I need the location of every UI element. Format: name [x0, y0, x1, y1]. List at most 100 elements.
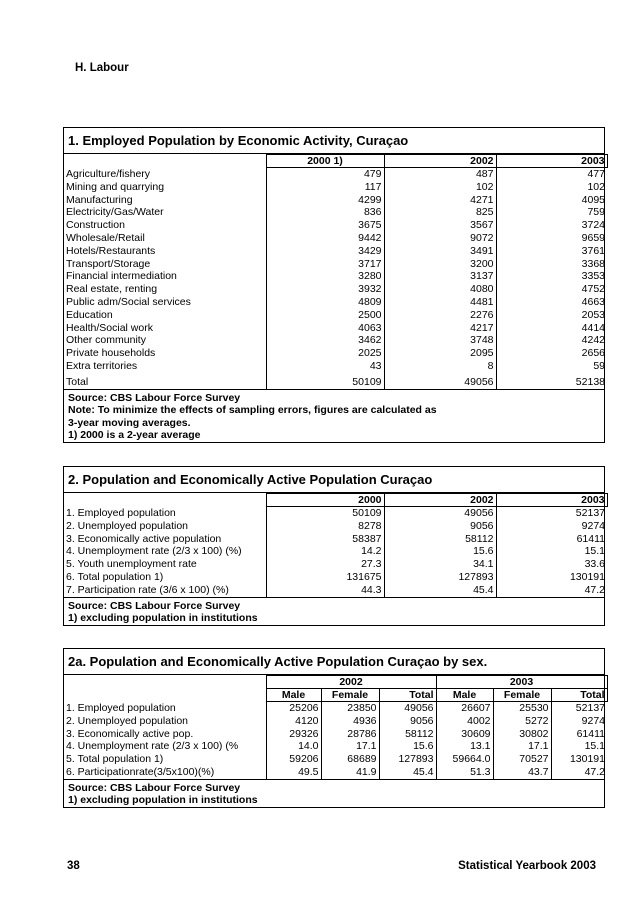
table-body: Agriculture/fishery 479 487 477 Mining and q…: [64, 167, 607, 389]
table-row: Private households 2025 2095 2656: [64, 347, 607, 360]
table-row: 6. Participationrate(3/5x100)(%) 49.5 41.9…: [64, 765, 607, 779]
row-label: Private households: [66, 347, 156, 360]
row-label: Other community: [66, 334, 146, 347]
cell: 5272: [492, 714, 551, 728]
cell: 3137: [383, 270, 496, 284]
cell: 131675: [265, 570, 384, 584]
table-row: Agriculture/fishery 479 487 477: [64, 167, 607, 181]
cell: 52138: [495, 372, 607, 389]
column-header: Total: [550, 688, 608, 702]
cell: 15.6: [383, 545, 496, 559]
cell: 4414: [495, 321, 607, 335]
cell: 4299: [265, 193, 384, 207]
row-label: Agriculture/fishery: [66, 167, 151, 180]
cell: 4809: [265, 295, 384, 309]
cell: 127893: [378, 753, 436, 766]
cell: 26607: [435, 701, 493, 715]
note: Source: CBS Labour Force Survey: [68, 599, 241, 612]
cell: 9072: [383, 231, 496, 245]
table-row: Hotels/Restaurants 3429 3491 3761: [64, 244, 607, 258]
table-row: 3. Economically active pop. 29326 28786 581…: [64, 727, 607, 741]
cell: 41.9: [320, 765, 379, 779]
page-number: 38: [67, 860, 80, 872]
cell: 4095: [495, 193, 607, 207]
table-row: 2. Unemployed population 8278 9056 9274: [64, 519, 607, 533]
table-row: 4. Unemployment rate (2/3 x 100) (%) 14.2…: [64, 545, 607, 559]
note: 3-year moving averages.: [68, 416, 191, 429]
cell: 45.4: [383, 583, 496, 597]
row-label: 4. Unemployment rate (2/3 x 100) (%: [66, 740, 239, 753]
table-row: Public adm/Social services 4809 4481 4663: [64, 295, 607, 309]
header-blank: [64, 676, 266, 689]
cell: 487: [383, 167, 496, 181]
subheader-row: Male Female Total Male Female Total: [64, 688, 608, 702]
cell: 59206: [265, 753, 321, 766]
group-header: 2003: [435, 675, 608, 689]
cell: 58112: [383, 532, 496, 546]
table-box: 1. Employed Population by Economic Activ…: [63, 127, 608, 443]
cell: 8278: [265, 519, 384, 533]
table-body: 1. Employed population 50109 49056 52137 2. …: [64, 506, 607, 597]
column-header: Female: [492, 688, 552, 702]
cell: 49056: [378, 701, 436, 715]
cell: 9274: [550, 714, 607, 728]
data-table: 2002 2003 Male Female Total Male Female Total 1.…: [64, 675, 608, 779]
cell: 4481: [383, 295, 496, 309]
cell: 3368: [495, 257, 607, 271]
table-row: 3. Economically active population 58387 58…: [64, 532, 607, 546]
cell: 9274: [495, 519, 607, 533]
table-row: 1. Employed population 50109 49056 52137: [64, 506, 607, 520]
row-label: 2. Unemployed population: [66, 714, 189, 727]
cell: 49056: [383, 506, 496, 520]
cell: 15.1: [550, 740, 607, 754]
cell: 4936: [320, 714, 379, 728]
cell: 43: [265, 359, 384, 373]
table-row: Transport/Storage 3717 3200 3368: [64, 257, 607, 271]
cell: 130191: [495, 570, 607, 584]
column-header: Female: [320, 688, 380, 702]
notes: Source: CBS Labour Force Survey Note: To …: [64, 388, 604, 442]
cell: 3761: [495, 244, 607, 258]
header-row: 2000 1) 2002 2003: [64, 154, 608, 168]
table-row: Wholesale/Retail 9442 9072 9659: [64, 231, 607, 245]
table-row: 6. Total population 1) 131675 127893 130191: [64, 570, 607, 584]
publication: Statistical Yearbook 2003: [458, 860, 596, 872]
cell: 49056: [383, 372, 496, 389]
cell: 8: [383, 359, 496, 373]
cell: 4080: [383, 283, 496, 296]
cell: 9056: [383, 519, 496, 533]
cell: 17.1: [492, 740, 551, 754]
row-label: 3. Economically active pop.: [66, 727, 194, 740]
cell: 4242: [495, 334, 607, 348]
table-row: Education 2500 2276 2053: [64, 308, 607, 322]
cell: 25206: [265, 701, 321, 715]
cell: 3200: [383, 257, 496, 271]
row-label: Manufacturing: [66, 193, 133, 206]
cell: 4271: [383, 193, 496, 207]
row-label: Total: [66, 375, 89, 388]
note: Source: CBS Labour Force Survey: [68, 781, 241, 794]
row-label: Electricity/Gas/Water: [66, 206, 164, 219]
cell: 58112: [378, 727, 436, 741]
cell: 4063: [265, 321, 384, 335]
table-row: Manufacturing 4299 4271 4095: [64, 193, 607, 207]
column-header: 2000 1): [265, 154, 385, 168]
cell: 25530: [492, 701, 551, 715]
table-title: 2a. Population and Economically Active P…: [64, 649, 604, 675]
cell: 61411: [495, 532, 607, 546]
table-row: Health/Social work 4063 4217 4414: [64, 321, 607, 335]
note: Note: To minimize the effects of samplin…: [68, 404, 437, 417]
header-row: 2000 2002 2003: [64, 493, 608, 507]
row-label: Mining and quarrying: [66, 180, 165, 193]
table-row: Extra territories 43 8 59: [64, 359, 607, 373]
row-label: Real estate, renting: [66, 283, 158, 296]
cell: 61411: [550, 727, 607, 741]
cell: 15.6: [378, 740, 436, 754]
header-blank: [64, 494, 266, 507]
cell: 2500: [265, 308, 384, 322]
cell: 3748: [383, 334, 496, 348]
column-header: 2003: [495, 154, 608, 168]
cell: 17.1: [320, 740, 379, 754]
note: Source: CBS Labour Force Survey: [68, 391, 241, 404]
